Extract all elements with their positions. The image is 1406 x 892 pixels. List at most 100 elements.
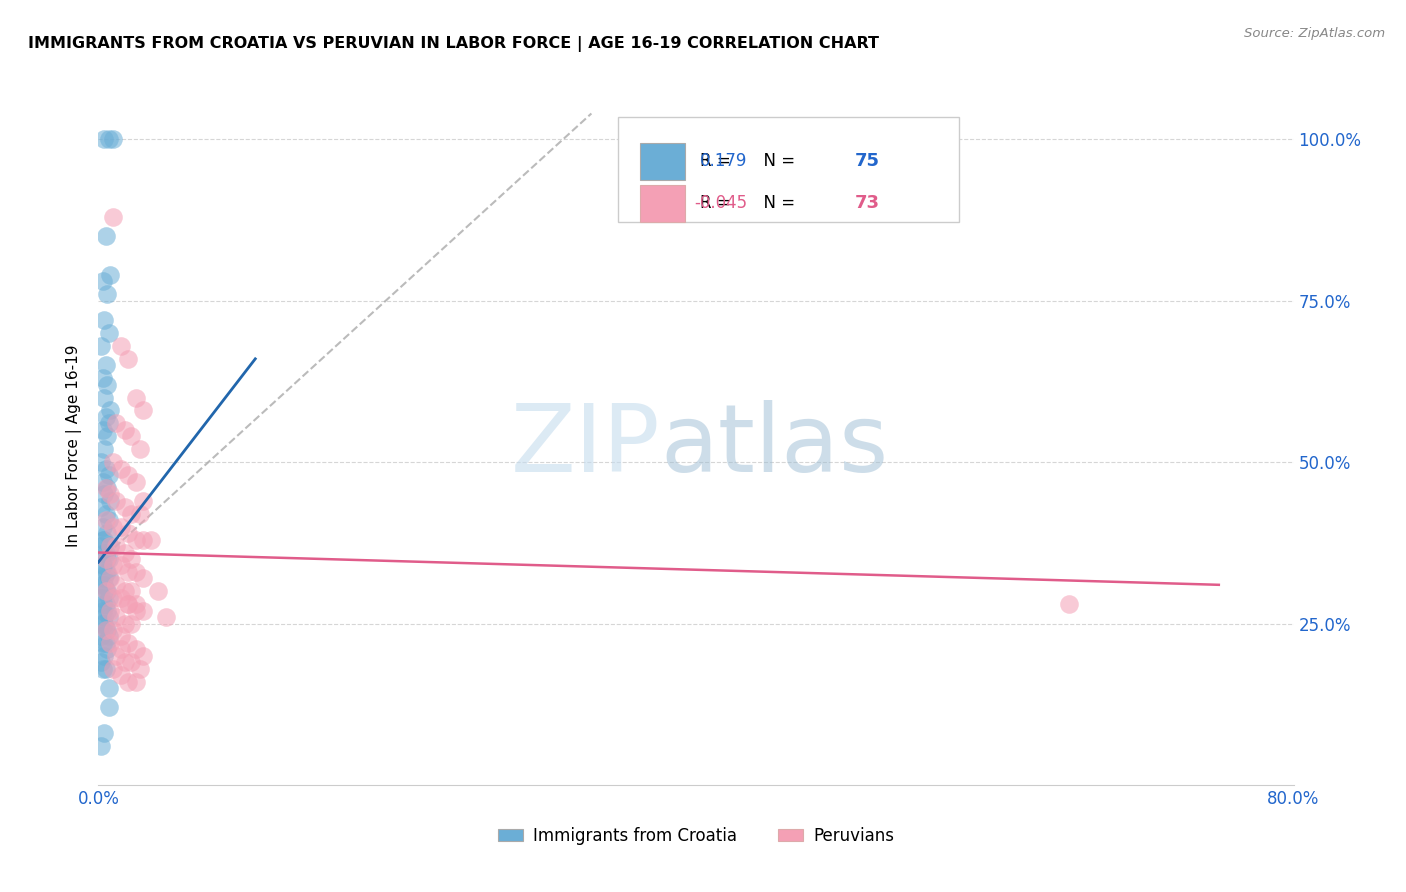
Point — [90, 578, 112, 592]
Point — [91, 558, 114, 573]
Legend: Immigrants from Croatia, Peruvians: Immigrants from Croatia, Peruvians — [491, 820, 901, 851]
Point — [125, 604, 148, 618]
Point — [120, 507, 142, 521]
Point — [94, 623, 117, 637]
Point — [90, 630, 112, 644]
Text: 0.179: 0.179 — [700, 153, 748, 170]
Point — [94, 481, 117, 495]
Point — [93, 545, 115, 559]
Point — [120, 655, 142, 669]
Point — [97, 700, 120, 714]
Point — [103, 455, 125, 469]
Point — [103, 662, 125, 676]
Point — [132, 648, 155, 663]
Point — [91, 636, 114, 650]
Point — [97, 132, 120, 146]
Point — [103, 519, 125, 533]
Point — [105, 610, 128, 624]
Point — [105, 578, 128, 592]
Point — [114, 584, 136, 599]
Point — [90, 591, 112, 605]
Point — [94, 229, 117, 244]
Point — [105, 417, 128, 431]
Point — [103, 210, 125, 224]
Point — [94, 565, 117, 579]
Point — [97, 630, 120, 644]
Point — [94, 584, 117, 599]
Point — [90, 500, 112, 515]
Point — [114, 423, 136, 437]
Point — [94, 623, 117, 637]
Point — [91, 604, 114, 618]
Point — [105, 539, 128, 553]
Point — [93, 578, 115, 592]
Point — [110, 461, 132, 475]
Text: -0.045: -0.045 — [695, 194, 748, 212]
Point — [117, 468, 139, 483]
Point — [94, 513, 117, 527]
Point — [114, 545, 136, 559]
Point — [94, 552, 117, 566]
Point — [139, 533, 162, 547]
Point — [155, 610, 177, 624]
Point — [129, 507, 152, 521]
Point — [148, 584, 170, 599]
Point — [97, 513, 120, 527]
FancyBboxPatch shape — [640, 143, 685, 180]
Point — [117, 597, 139, 611]
Point — [120, 616, 142, 631]
Point — [96, 642, 118, 657]
Point — [94, 507, 117, 521]
Point — [110, 339, 132, 353]
Point — [125, 642, 148, 657]
Text: N =: N = — [754, 194, 800, 212]
Point — [97, 610, 120, 624]
Point — [97, 552, 120, 566]
Point — [93, 442, 115, 457]
Point — [125, 565, 148, 579]
Point — [96, 604, 118, 618]
Point — [98, 571, 122, 585]
Point — [93, 132, 115, 146]
Point — [97, 681, 120, 695]
Point — [94, 584, 117, 599]
Point — [110, 519, 132, 533]
Point — [96, 623, 118, 637]
Point — [98, 403, 122, 417]
Point — [93, 313, 115, 327]
Text: R =: R = — [700, 153, 735, 170]
Point — [94, 409, 117, 424]
Point — [103, 132, 125, 146]
FancyBboxPatch shape — [640, 185, 685, 222]
Point — [117, 597, 139, 611]
Point — [97, 468, 120, 483]
Point — [91, 371, 114, 385]
Point — [114, 500, 136, 515]
Point — [94, 662, 117, 676]
Text: 73: 73 — [855, 194, 880, 212]
Point — [93, 610, 115, 624]
Point — [105, 494, 128, 508]
Point — [91, 475, 114, 489]
Text: R =: R = — [700, 194, 735, 212]
Text: N =: N = — [754, 153, 800, 170]
Point — [98, 604, 122, 618]
Text: 75: 75 — [855, 153, 880, 170]
Text: IMMIGRANTS FROM CROATIA VS PERUVIAN IN LABOR FORCE | AGE 16-19 CORRELATION CHART: IMMIGRANTS FROM CROATIA VS PERUVIAN IN L… — [28, 36, 879, 52]
Point — [103, 591, 125, 605]
Point — [132, 571, 155, 585]
Point — [117, 526, 139, 541]
Point — [129, 442, 152, 457]
Point — [110, 642, 132, 657]
Point — [90, 616, 112, 631]
Point — [98, 539, 122, 553]
Point — [125, 597, 148, 611]
Point — [93, 533, 115, 547]
Point — [110, 668, 132, 682]
Point — [110, 558, 132, 573]
Point — [93, 726, 115, 740]
Point — [132, 604, 155, 618]
Point — [132, 533, 155, 547]
Point — [93, 487, 115, 501]
Point — [125, 674, 148, 689]
